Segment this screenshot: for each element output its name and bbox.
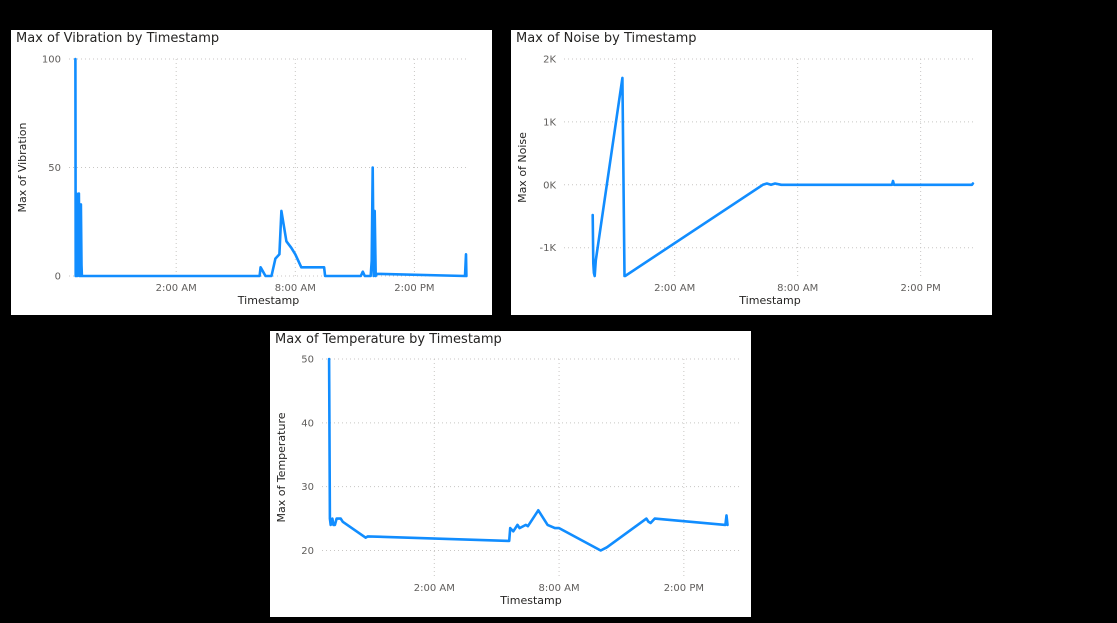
temperature-chart: 20 30 40 50 2:00 AM 8:00 AM 2:00 PM Timestamp Ma… [275,355,740,607]
x-tick-label: 8:00 AM [777,283,818,294]
y-tick-label: 40 [301,418,314,429]
noise-chart-panel: Max of Noise by Timestamp -1K 0K 1K 2K 2:00 … [511,30,992,315]
y-tick-label: 20 [301,546,314,557]
y-axis-title: Max of Vibration [16,122,29,212]
series-line [327,357,729,552]
y-axis-title: Max of Temperature [275,412,288,522]
x-tick-label: 2:00 PM [394,283,434,294]
y-axis-title: Max of Noise [516,132,529,203]
x-tick-label: 8:00 AM [275,283,316,294]
x-tick-label: 2:00 PM [664,583,704,594]
vibration-chart-title: Max of Vibration by Timestamp [16,31,220,46]
temperature-chart-title: Max of Temperature by Timestamp [275,332,502,347]
series-line [591,76,975,278]
y-tick-label: 100 [42,55,61,66]
x-axis-title: Timestamp [499,594,561,607]
x-tick-label: 2:00 AM [414,583,455,594]
noise-chart-title: Max of Noise by Timestamp [516,31,697,46]
y-tick-label: 2K [543,55,556,66]
x-tick-label: 2:00 PM [901,283,941,294]
x-axis-title: Timestamp [738,294,800,307]
temperature-chart-panel: Max of Temperature by Timestamp 20 30 40 50… [270,331,751,617]
y-tick-label: 50 [48,163,61,174]
noise-chart: -1K 0K 1K 2K 2:00 AM 8:00 AM 2:00 PM Timestamp M… [516,55,976,307]
x-tick-label: 2:00 AM [654,283,695,294]
vibration-chart-panel: Max of Vibration by Timestamp 0 50 100 2:00… [11,30,492,315]
series-line [74,57,468,278]
x-axis-title: Timestamp [237,294,299,307]
x-tick-label: 2:00 AM [156,283,197,294]
y-tick-label: 50 [301,355,314,366]
y-tick-label: 1K [543,117,556,128]
y-tick-label: -1K [539,243,556,254]
y-tick-label: 0 [55,272,61,283]
y-tick-label: 30 [301,482,314,493]
vibration-chart: 0 50 100 2:00 AM 8:00 AM 2:00 PM Timestamp Max … [16,55,468,307]
x-tick-label: 8:00 AM [539,583,580,594]
y-tick-label: 0K [543,180,556,191]
